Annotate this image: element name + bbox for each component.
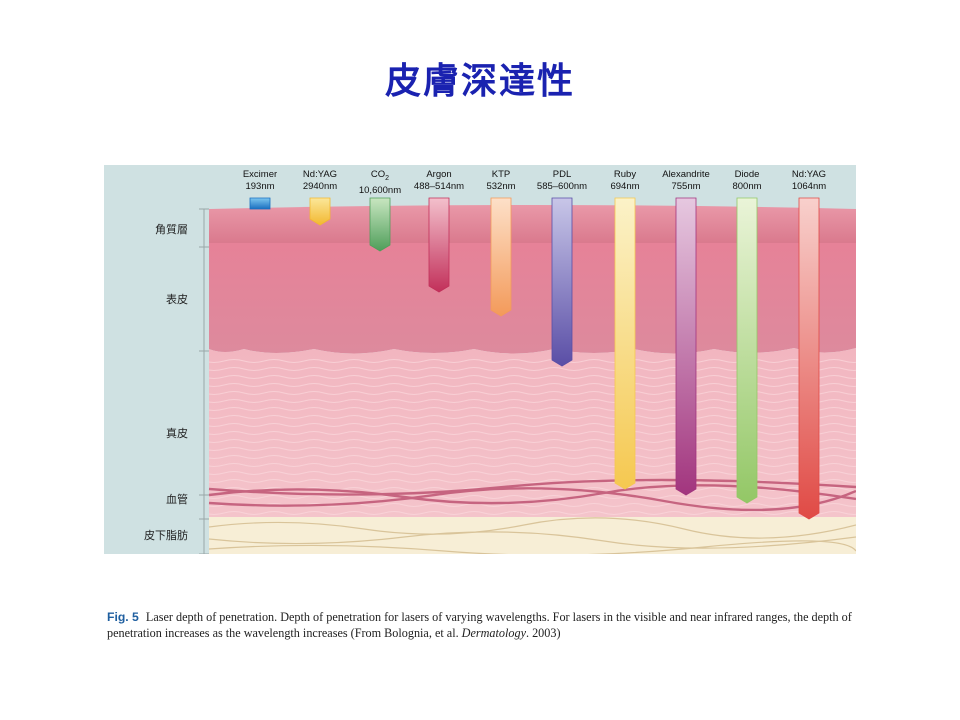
fat-lobules <box>208 517 856 554</box>
laser-name: Alexandrite <box>662 169 710 180</box>
laser-name: Nd:YAG <box>302 169 338 180</box>
laser-wavelength: 585–600nm <box>536 181 588 192</box>
laser-bar-2 <box>369 197 391 252</box>
skin-cross-section <box>199 197 856 554</box>
laser-label-9: Nd:YAG 1064nm <box>769 169 849 193</box>
laser-wavelength: 10,600nm <box>358 184 402 196</box>
layer-label-dermis: 真皮 <box>166 427 188 440</box>
laser-name: Argon <box>426 169 452 180</box>
laser-name: Ruby <box>613 169 637 180</box>
subcutaneous-fat-layer <box>209 517 856 554</box>
layer-label-stratum-corneum: 角質層 <box>155 223 188 236</box>
laser-wavelength: 800nm <box>732 181 762 192</box>
laser-bar-1 <box>309 197 331 226</box>
laser-name: PDL <box>552 169 572 180</box>
epidermis-layer <box>209 243 856 354</box>
caption-text: Laser depth of penetration. Depth of pen… <box>107 610 852 640</box>
laser-wavelength: 488–514nm <box>413 181 465 192</box>
layer-label-subcutaneous-fat: 皮下脂肪 <box>144 529 188 542</box>
blood-vessels <box>208 478 856 512</box>
laser-name: Excimer <box>242 169 278 180</box>
laser-label-5: PDL 585–600nm <box>522 169 602 193</box>
laser-bar-8 <box>736 197 758 504</box>
laser-wavelength: 532nm <box>486 181 516 192</box>
stratum-corneum-layer <box>209 205 856 245</box>
figure-caption: Fig. 5 Laser depth of penetration. Depth… <box>107 609 877 641</box>
laser-name: Nd:YAG <box>791 169 827 180</box>
slide-title: 皮膚深達性 <box>384 61 575 102</box>
laser-label-0: Excimer 193nm <box>220 169 300 193</box>
caption-year: . 2003) <box>525 626 561 640</box>
laser-name: Diode <box>734 169 760 180</box>
laser-name: KTP <box>491 169 511 180</box>
laser-label-2: CO2 10,600nm <box>340 169 420 197</box>
laser-label-8: Diode 800nm <box>707 169 787 193</box>
laser-bar-7 <box>675 197 697 496</box>
laser-bar-5 <box>551 197 573 367</box>
laser-wavelength: 2940nm <box>302 181 338 192</box>
laser-bar-9 <box>798 197 820 520</box>
laser-name: CO2 <box>370 169 390 182</box>
laser-label-6: Ruby 694nm <box>585 169 665 193</box>
layer-label-epidermis: 表皮 <box>166 293 188 306</box>
laser-label-4: KTP 532nm <box>461 169 541 193</box>
laser-bar-0 <box>249 197 271 210</box>
laser-wavelength: 755nm <box>671 181 701 192</box>
laser-bar-4 <box>490 197 512 317</box>
laser-depth-figure: Excimer 193nm Nd:YAG 2940nm CO2 10,600nm Argon… <box>104 165 856 554</box>
caption-label: Fig. 5 <box>107 610 139 624</box>
laser-wavelength: 193nm <box>245 181 275 192</box>
caption-source: Dermatology <box>461 626 526 640</box>
laser-label-7: Alexandrite 755nm <box>646 169 726 193</box>
laser-label-3: Argon 488–514nm <box>399 169 479 193</box>
laser-wavelength: 694nm <box>610 181 640 192</box>
laser-wavelength: 1064nm <box>791 181 827 192</box>
laser-label-1: Nd:YAG 2940nm <box>280 169 360 193</box>
laser-bar-6 <box>614 197 636 490</box>
layer-label-blood-vessel: 血管 <box>166 493 188 506</box>
laser-bar-3 <box>428 197 450 293</box>
